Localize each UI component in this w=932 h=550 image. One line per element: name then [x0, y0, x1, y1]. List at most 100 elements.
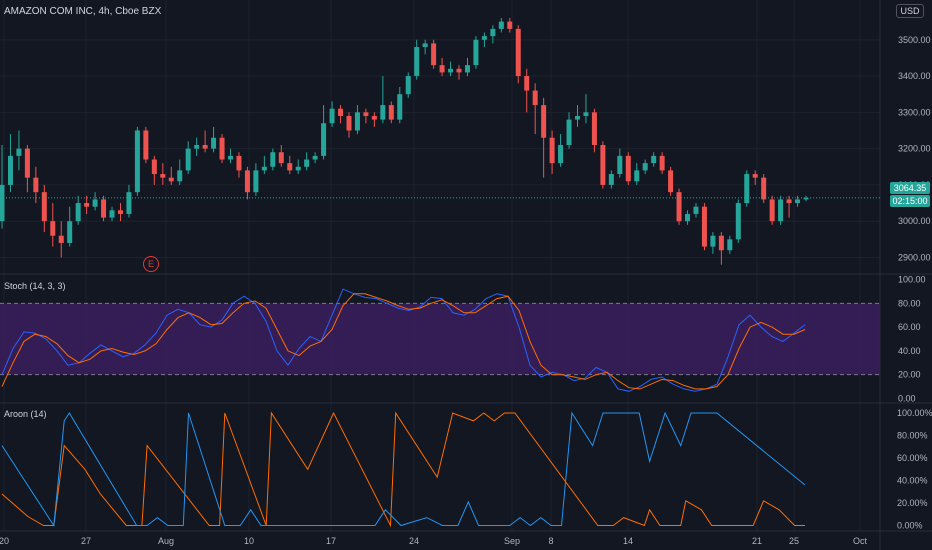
x-tick-label: 20	[0, 536, 9, 546]
candle-body	[329, 108, 335, 124]
candle-body	[397, 94, 403, 120]
x-tick-label: 21	[752, 536, 762, 546]
candle-body	[524, 76, 530, 91]
candle-body	[24, 148, 30, 178]
candle-body	[185, 148, 191, 171]
aroon-pane-title[interactable]: Aroon (14)	[4, 409, 47, 419]
aroon-tick-label: 40.00%	[897, 476, 928, 486]
x-tick-label: 14	[623, 536, 633, 546]
candle-body	[752, 174, 758, 178]
stoch-tick-label: 80.00	[898, 298, 921, 308]
candle-body	[515, 28, 521, 77]
candle-body	[134, 130, 140, 193]
candle-body	[33, 177, 39, 193]
currency-button[interactable]: USD	[896, 4, 924, 18]
candle-body	[304, 159, 310, 167]
candle-body	[270, 152, 276, 167]
aroon-tick-label: 0.00%	[897, 521, 923, 531]
candle-body	[244, 170, 250, 193]
price-tick-label: 2900.00	[898, 252, 931, 262]
x-tick-label: Oct	[853, 536, 868, 546]
candle-body	[414, 47, 420, 77]
candle-body	[795, 199, 801, 204]
candle-body	[735, 203, 741, 240]
candle-body	[701, 206, 707, 247]
candle-body	[685, 213, 691, 222]
candle-body	[786, 199, 792, 204]
candle-body	[168, 177, 174, 182]
candle-body	[194, 145, 200, 149]
stoch-band	[0, 303, 880, 375]
candle-body	[75, 203, 81, 222]
candle-body	[803, 197, 809, 200]
candle-body	[109, 210, 115, 218]
candle-body	[405, 76, 411, 95]
x-tick-label: 8	[548, 536, 553, 546]
candle-body	[541, 105, 547, 138]
candle-body	[490, 28, 496, 37]
candle-body	[659, 155, 665, 171]
candle-body	[448, 68, 454, 73]
x-tick-label: 25	[789, 536, 799, 546]
stoch-k-line	[1, 288, 806, 392]
candle-body	[143, 130, 149, 160]
candle-body	[92, 199, 98, 207]
grid-layer	[0, 0, 880, 531]
aroon-up-line	[1, 411, 805, 528]
stoch-tick-label: 0.00	[898, 393, 916, 403]
stoch-d-line	[1, 293, 806, 390]
candle-body	[481, 36, 487, 40]
price-tick-label: 3300.00	[898, 107, 931, 117]
price-tick-label: 3400.00	[898, 71, 931, 81]
candle-body	[608, 174, 614, 185]
candle-body	[778, 199, 784, 222]
candle-body	[431, 43, 437, 66]
candle-body	[464, 65, 470, 73]
price-candles-layer	[0, 18, 880, 265]
aroon-tick-label: 80.00%	[897, 431, 928, 441]
last-price-badge: 3064.35	[890, 182, 930, 194]
stoch-tick-label: 40.00	[898, 346, 921, 356]
candle-body	[228, 155, 234, 160]
candle-body	[338, 108, 344, 116]
candle-body	[769, 199, 775, 222]
aroon-tick-label: 60.00%	[897, 453, 928, 463]
aroon-down-line	[1, 411, 806, 527]
candle-body	[634, 170, 640, 182]
candle-body	[7, 155, 13, 185]
candle-body	[261, 166, 267, 171]
candle-body	[312, 155, 318, 160]
candle-body	[507, 21, 513, 29]
candle-body	[151, 159, 157, 175]
candle-body	[473, 39, 479, 66]
x-tick-label: 27	[81, 536, 91, 546]
candle-body	[253, 170, 259, 193]
candle-body	[236, 155, 242, 171]
candle-body	[388, 105, 394, 120]
candle-body	[160, 174, 166, 178]
stoch-tick-label: 100.00	[898, 275, 926, 285]
candle-body	[67, 221, 73, 243]
candle-body	[363, 112, 369, 116]
x-tick-label: 17	[326, 536, 336, 546]
candle-body	[219, 137, 225, 160]
earnings-marker[interactable]: E	[143, 256, 159, 272]
price-tick-label: 3500.00	[898, 35, 931, 45]
stoch-pane-title[interactable]: Stoch (14, 3, 3)	[4, 281, 66, 291]
candle-body	[354, 112, 360, 131]
bar-countdown-badge: 02:15:00	[890, 195, 930, 207]
symbol-title[interactable]: AMAZON COM INC, 4h, Cboe BZX	[4, 6, 162, 17]
candle-body	[761, 177, 767, 200]
candle-body	[117, 210, 123, 214]
axis-ticks-layer: 20 27 Aug 10 17 24 Sep 8 14 21 25 Oct 2900.00 3000.00…	[0, 35, 932, 546]
aroon-tick-label: 100.00%	[897, 408, 932, 418]
candle-body	[346, 115, 352, 131]
candle-body	[295, 166, 301, 171]
candle-body	[287, 163, 293, 171]
candle-body	[617, 155, 623, 175]
candle-body	[84, 203, 90, 207]
candle-body	[591, 112, 597, 145]
